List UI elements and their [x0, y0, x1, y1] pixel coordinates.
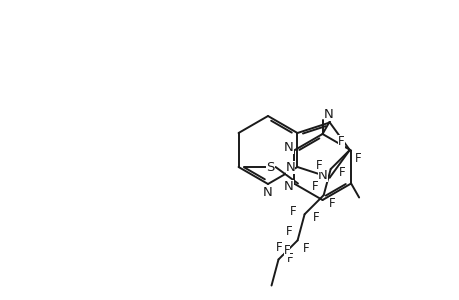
Text: F: F — [289, 205, 296, 218]
Text: F: F — [354, 152, 361, 165]
Text: N: N — [263, 185, 272, 199]
Text: N: N — [323, 108, 333, 121]
Text: F: F — [302, 242, 309, 255]
Text: F: F — [338, 166, 345, 179]
Text: N: N — [284, 180, 293, 193]
Text: F: F — [328, 197, 335, 210]
Text: N: N — [285, 160, 295, 173]
Text: F: F — [337, 135, 344, 148]
Text: N: N — [284, 141, 293, 154]
Text: F: F — [302, 242, 309, 255]
Text: F: F — [311, 180, 318, 193]
Text: F: F — [276, 241, 282, 254]
Text: F: F — [285, 225, 292, 239]
Text: N: N — [317, 169, 327, 182]
Text: F: F — [285, 225, 292, 239]
Text: F: F — [312, 211, 319, 224]
Text: F: F — [283, 244, 290, 257]
Text: F: F — [286, 252, 293, 265]
Text: F: F — [315, 160, 322, 172]
Text: S: S — [266, 160, 274, 173]
